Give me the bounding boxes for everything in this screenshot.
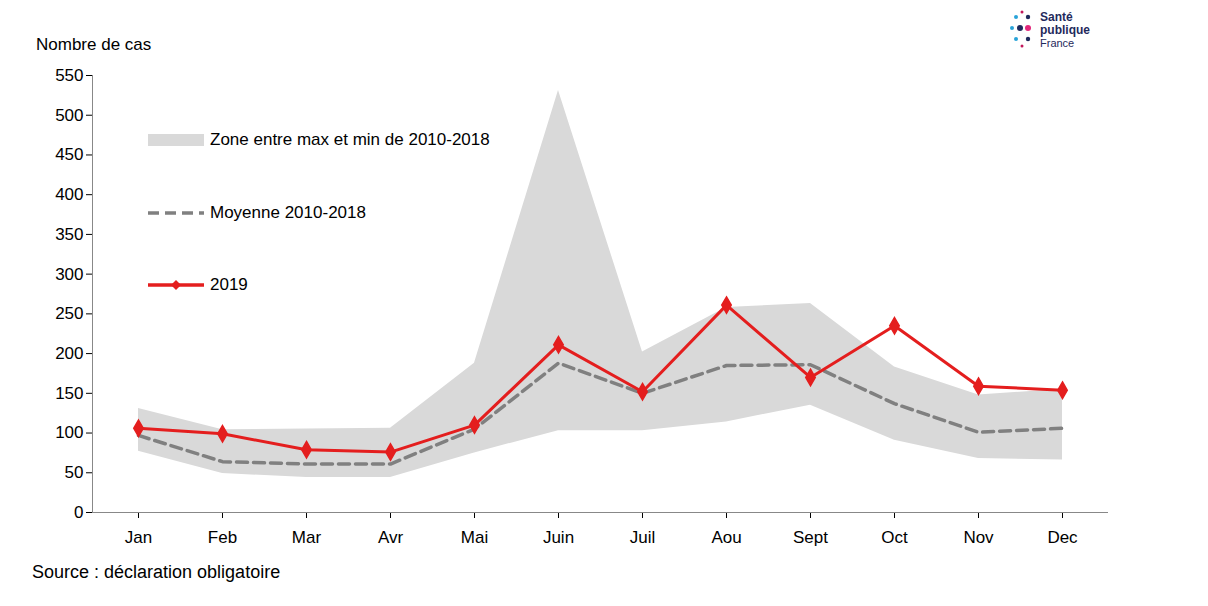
svg-text:Avr: Avr	[378, 528, 404, 547]
svg-text:Mai: Mai	[461, 528, 488, 547]
svg-text:300: 300	[55, 265, 83, 284]
svg-text:150: 150	[55, 384, 83, 403]
svg-text:Dec: Dec	[1047, 528, 1078, 547]
svg-text:Juin: Juin	[543, 528, 574, 547]
svg-text:400: 400	[55, 185, 83, 204]
html-text:publique: publique	[1040, 22, 1090, 37]
svg-text:Aou: Aou	[711, 528, 741, 547]
svg-text:50: 50	[65, 463, 84, 482]
svg-text:0: 0	[74, 503, 83, 522]
svg-text:Oct: Oct	[881, 528, 908, 547]
svg-text:Sept: Sept	[793, 528, 828, 547]
html-text:Santé: Santé	[1040, 9, 1073, 24]
html-text:Moyenne 2010-2018: Moyenne 2010-2018	[210, 203, 366, 222]
svg-text:200: 200	[55, 344, 83, 363]
svg-text:450: 450	[55, 145, 83, 164]
svg-text:Mar: Mar	[292, 528, 322, 547]
svg-text:550: 550	[55, 66, 83, 85]
html-text:2019: 2019	[210, 275, 248, 294]
svg-text:Nov: Nov	[963, 528, 994, 547]
html-text:Nombre de cas: Nombre de cas	[36, 35, 152, 54]
svg-text:100: 100	[55, 423, 83, 442]
html-text:France: France	[1040, 36, 1075, 49]
svg-text:350: 350	[55, 225, 83, 244]
svg-text:Jan: Jan	[125, 528, 152, 547]
html-text:Source : déclaration obligatoi: Source : déclaration obligatoire	[32, 562, 281, 582]
svg-text:500: 500	[55, 106, 83, 125]
svg-text:Juil: Juil	[630, 528, 656, 547]
svg-text:250: 250	[55, 304, 83, 323]
svg-text:Feb: Feb	[208, 528, 237, 547]
html-text:Zone entre max et min de 2010-: Zone entre max et min de 2010-2018	[210, 130, 490, 149]
